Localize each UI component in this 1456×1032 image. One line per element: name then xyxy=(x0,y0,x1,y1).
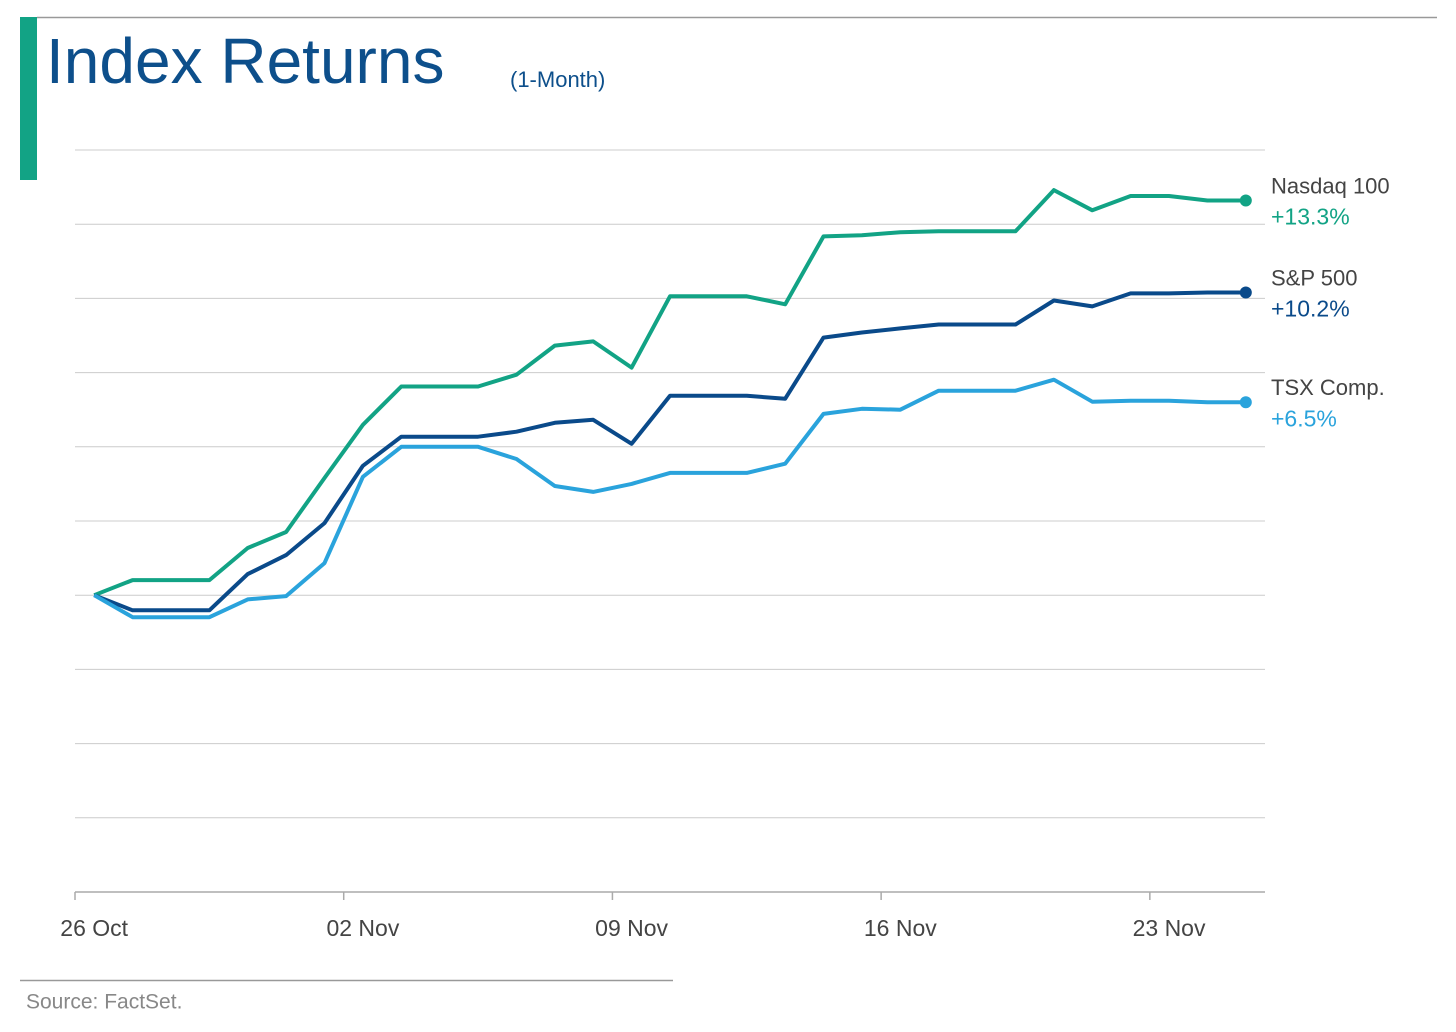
x-tick-label: 02 Nov xyxy=(326,915,399,941)
value-label: +13.3% xyxy=(1271,204,1350,230)
legend-label: TSX Comp. xyxy=(1271,375,1385,400)
end-dot xyxy=(1239,194,1252,207)
series-line xyxy=(93,188,1246,598)
series-line xyxy=(93,290,1246,613)
x-tick-label: 09 Nov xyxy=(595,915,668,941)
end-dot xyxy=(1239,396,1252,409)
accent-bar xyxy=(20,17,37,180)
legend-label: Nasdaq 100 xyxy=(1271,173,1390,198)
x-tick-label: 26 Oct xyxy=(60,915,128,941)
chart-title: Index Returns xyxy=(46,25,444,97)
chart-subtitle: (1-Month) xyxy=(510,67,605,92)
x-tick-label: 23 Nov xyxy=(1133,915,1206,941)
source: Source: FactSet. xyxy=(26,991,182,1014)
series-line xyxy=(93,377,1246,620)
value-label: +6.5% xyxy=(1271,405,1337,431)
legend-label: S&P 500 xyxy=(1271,265,1357,290)
value-label: +10.2% xyxy=(1271,296,1350,322)
x-tick-label: 16 Nov xyxy=(864,915,937,941)
end-dot xyxy=(1239,286,1252,299)
